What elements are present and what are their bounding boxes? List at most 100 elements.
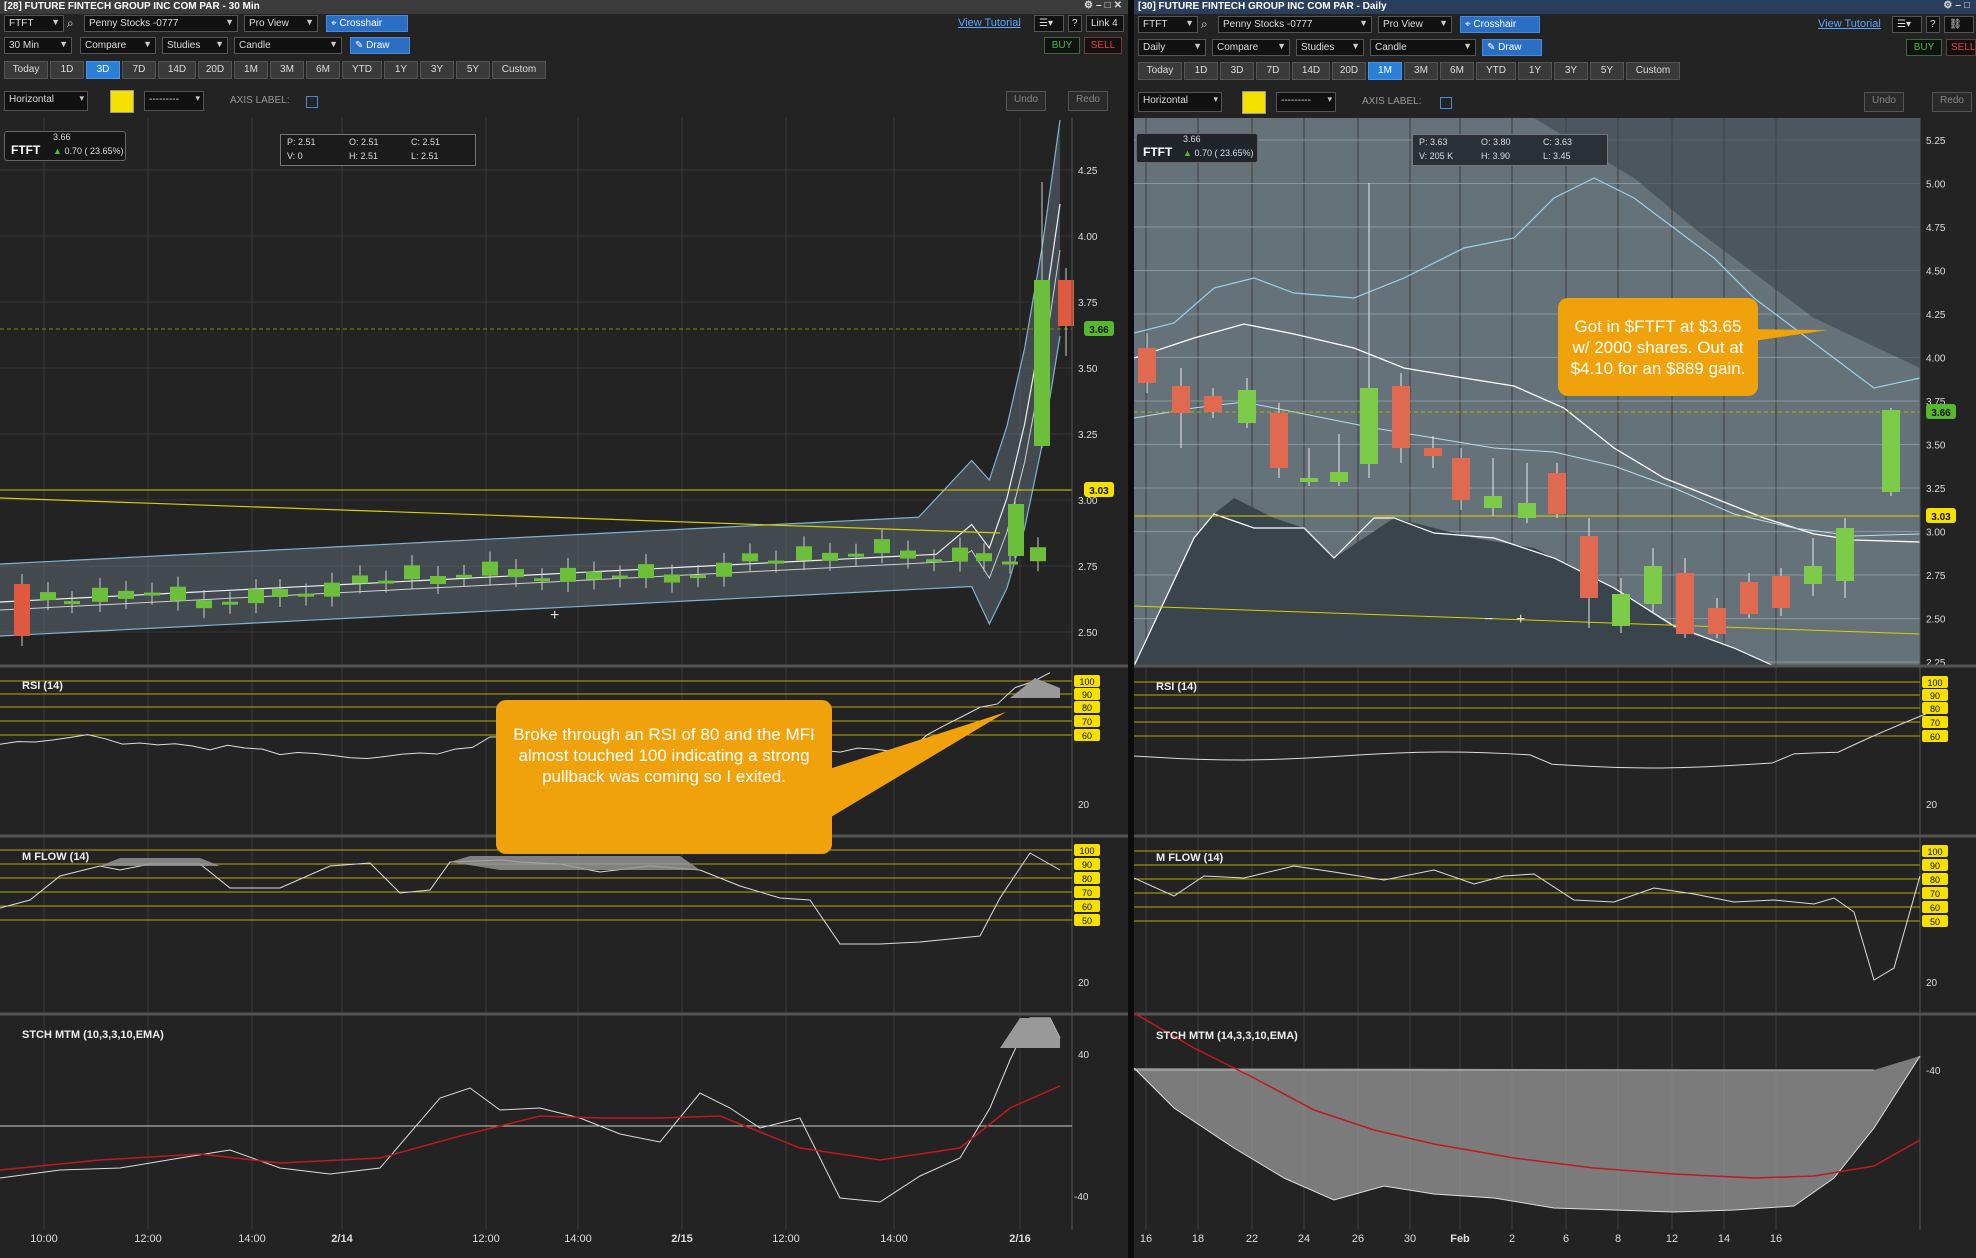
- symbol-input[interactable]: FTFT ▼: [4, 15, 64, 32]
- range-tab-14d[interactable]: 14D: [158, 61, 196, 79]
- interval-select[interactable]: Daily ▼: [1138, 39, 1206, 56]
- chevron-down-icon: ▼: [1277, 41, 1286, 51]
- minimize-icon[interactable]: –: [1096, 0, 1105, 11]
- range-tab-7d[interactable]: 7D: [1256, 62, 1290, 80]
- sell-button[interactable]: SELL: [1084, 37, 1122, 54]
- view-select[interactable]: Pro View ▼: [244, 15, 318, 32]
- axis-label-checkbox[interactable]: [1440, 94, 1452, 112]
- candle: [1238, 390, 1256, 423]
- range-tab-7d[interactable]: 7D: [122, 61, 156, 79]
- range-tab-1y[interactable]: 1Y: [1518, 62, 1552, 80]
- range-tab-3y[interactable]: 3Y: [420, 61, 454, 79]
- range-tab-today[interactable]: Today: [4, 61, 48, 79]
- line-style-select[interactable]: --------- ▾: [144, 91, 204, 111]
- range-tab-3d[interactable]: 3D: [86, 61, 120, 79]
- undo-button[interactable]: Undo: [1006, 91, 1046, 111]
- range-tab-6m[interactable]: 6M: [306, 61, 340, 79]
- link-icon: ⛓: [1949, 19, 1962, 30]
- studies-select[interactable]: Studies ▼: [1296, 39, 1364, 56]
- range-tab-20d[interactable]: 20D: [1332, 62, 1366, 80]
- window-controls[interactable]: ⚙–□: [1943, 0, 1973, 11]
- studies-select[interactable]: Studies ▼: [162, 37, 228, 54]
- help-button[interactable]: ?: [1926, 16, 1940, 33]
- symbol-input[interactable]: FTFT ▼: [1138, 16, 1198, 33]
- menu-button[interactable]: ☰▾: [1892, 16, 1922, 33]
- range-tab-14d[interactable]: 14D: [1292, 62, 1330, 80]
- time-axis-label: 22: [1246, 1233, 1258, 1245]
- range-tab-1m[interactable]: 1M: [234, 61, 268, 79]
- help-icon: ?: [1072, 18, 1078, 29]
- range-tab-5y[interactable]: 5Y: [456, 61, 490, 79]
- draw-button[interactable]: ✎ Draw: [1482, 39, 1542, 56]
- quote-price: 3.66: [53, 132, 71, 142]
- chart-style-select[interactable]: Candle ▼: [1370, 39, 1476, 56]
- chart-canvas-30min[interactable]: 4.25 4.00 3.75 3.50 3.25 3.00 2.75 2.50 +3.66 3.0…: [0, 118, 1128, 1258]
- range-tab-1d[interactable]: 1D: [50, 61, 84, 79]
- minimize-icon[interactable]: –: [1955, 0, 1964, 11]
- maximize-icon[interactable]: □: [1104, 0, 1114, 11]
- crosshair-button[interactable]: ⌖ Crosshair: [1460, 16, 1540, 33]
- candle: [796, 546, 812, 561]
- range-tab-6m[interactable]: 6M: [1440, 62, 1474, 80]
- candle: [378, 580, 394, 584]
- range-tab-1y[interactable]: 1Y: [384, 61, 418, 79]
- range-tab-1m[interactable]: 1M: [1368, 62, 1402, 80]
- watchlist-select[interactable]: Penny Stocks -0777 ▼: [1218, 16, 1372, 33]
- help-button[interactable]: ?: [1068, 15, 1082, 32]
- range-tab-ytd[interactable]: YTD: [1476, 62, 1516, 80]
- range-tab-20d[interactable]: 20D: [198, 61, 232, 79]
- undo-button[interactable]: Undo: [1864, 92, 1904, 112]
- redo-button[interactable]: Redo: [1932, 92, 1972, 112]
- link-button[interactable]: ⛓: [1944, 16, 1974, 33]
- view-tutorial-link[interactable]: View Tutorial: [958, 17, 1021, 29]
- buy-button[interactable]: BUY: [1044, 37, 1080, 54]
- chart-style-select[interactable]: Candle ▼: [234, 37, 342, 54]
- callout-pointer: [826, 712, 1006, 820]
- watchlist-select[interactable]: Penny Stocks -0777 ▼: [84, 15, 238, 32]
- line-style-select[interactable]: --------- ▾: [1276, 92, 1336, 112]
- compare-select[interactable]: Compare ▼: [1212, 39, 1290, 56]
- range-tab-ytd[interactable]: YTD: [342, 61, 382, 79]
- redo-button[interactable]: Redo: [1068, 91, 1108, 111]
- buy-button[interactable]: BUY: [1906, 39, 1942, 56]
- draw-tool-select[interactable]: Horizontal ▾: [1138, 92, 1222, 112]
- range-tab-1d[interactable]: 1D: [1184, 62, 1218, 80]
- search-icon[interactable]: ⌕: [67, 16, 74, 30]
- maximize-icon[interactable]: □: [1963, 0, 1973, 11]
- window-controls[interactable]: ⚙–□✕: [1084, 0, 1125, 11]
- draw-button[interactable]: ✎ Draw: [350, 37, 410, 54]
- crosshair-button[interactable]: ⌖ Crosshair: [326, 15, 408, 32]
- range-tab-3d[interactable]: 3D: [1220, 62, 1254, 80]
- color-swatch[interactable]: [1242, 91, 1266, 114]
- axis-label-checkbox[interactable]: [306, 93, 318, 111]
- range-tab-custom[interactable]: Custom: [1626, 62, 1680, 80]
- toolbar-row-1: FTFT ▼ ⌕ Penny Stocks -0777 ▼ Pro View ▼ ⌖ …: [0, 15, 1128, 35]
- upper-band-fill: [1534, 118, 1920, 368]
- range-tab-custom[interactable]: Custom: [492, 61, 546, 79]
- close-icon[interactable]: ✕: [1113, 0, 1125, 11]
- menu-button[interactable]: ☰▾: [1034, 15, 1064, 32]
- draw-tool-select[interactable]: Horizontal ▾: [4, 91, 88, 111]
- range-tab-3y[interactable]: 3Y: [1554, 62, 1588, 80]
- link-button[interactable]: Link 4: [1086, 15, 1124, 32]
- candle: [1204, 396, 1222, 412]
- gear-icon[interactable]: ⚙: [1084, 0, 1096, 11]
- range-tab-today[interactable]: Today: [1138, 62, 1182, 80]
- chart-canvas-daily[interactable]: 5.25 5.00 4.75 4.50 4.25 4.00 3.75 3.50 3.25 3.00…: [1134, 118, 1976, 1258]
- candle: [1034, 280, 1050, 446]
- interval-select[interactable]: 30 Min ▼: [4, 37, 72, 54]
- compare-select[interactable]: Compare ▼: [80, 37, 156, 54]
- range-tab-3m[interactable]: 3M: [1404, 62, 1438, 80]
- help-icon: ?: [1930, 19, 1936, 30]
- range-tab-5y[interactable]: 5Y: [1590, 62, 1624, 80]
- gear-icon[interactable]: ⚙: [1943, 0, 1956, 11]
- search-icon[interactable]: ⌕: [1201, 17, 1208, 31]
- quote-symbol: FTFT: [1143, 145, 1173, 159]
- color-swatch[interactable]: [110, 90, 134, 113]
- sell-button[interactable]: SELL: [1946, 39, 1976, 56]
- chevron-down-icon: ▼: [1359, 18, 1368, 28]
- view-select[interactable]: Pro View ▼: [1378, 16, 1452, 33]
- range-tab-3m[interactable]: 3M: [270, 61, 304, 79]
- view-tutorial-link[interactable]: View Tutorial: [1818, 18, 1881, 30]
- bollinger-upper: [1134, 177, 1921, 389]
